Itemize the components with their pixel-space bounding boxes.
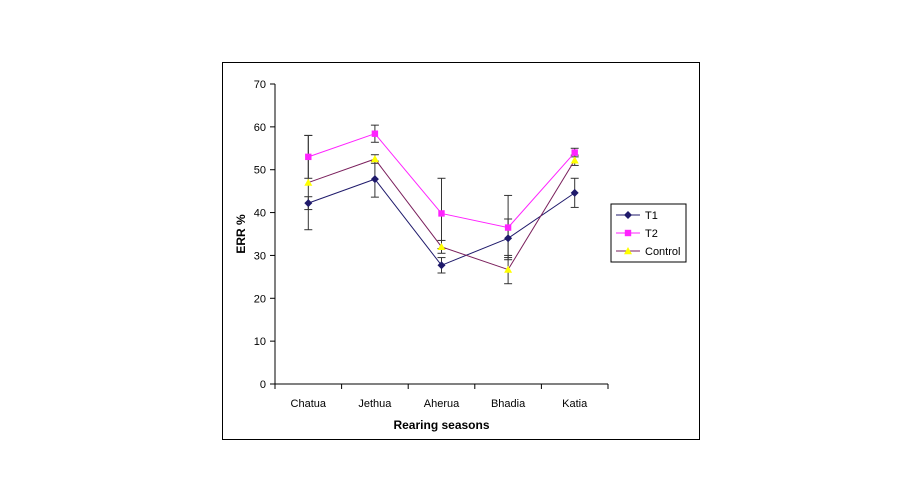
data-point-t1 bbox=[437, 261, 446, 270]
x-tick-label: Aherua bbox=[424, 398, 460, 410]
data-point-control bbox=[304, 178, 313, 186]
y-tick-label: 60 bbox=[254, 122, 266, 134]
data-point-t1 bbox=[370, 175, 379, 184]
legend-label: T1 bbox=[645, 210, 658, 222]
y-tick-label: 70 bbox=[254, 79, 266, 91]
legend-marker bbox=[624, 247, 632, 255]
data-point-t2 bbox=[504, 224, 512, 231]
y-tick-label: 50 bbox=[254, 165, 266, 177]
series-markers bbox=[304, 130, 579, 273]
error-bars bbox=[304, 124, 579, 285]
legend-marker bbox=[624, 229, 632, 237]
data-point-control bbox=[437, 242, 446, 251]
x-tick-label: Chatua bbox=[291, 398, 327, 410]
y-tick-label: 10 bbox=[254, 336, 266, 348]
legend-marker bbox=[624, 211, 632, 219]
legend-label: Control bbox=[645, 246, 680, 258]
legend-label: T2 bbox=[645, 228, 658, 240]
legend: T1 T2 Control bbox=[610, 203, 687, 263]
y-axis-title: ERR % bbox=[234, 214, 248, 254]
x-axis-title: Rearing seasons bbox=[393, 418, 489, 432]
data-point-t2 bbox=[571, 149, 578, 156]
x-axis: Chatua Jethua Aherua Bhadia Katia bbox=[274, 383, 609, 410]
data-point-control bbox=[370, 155, 379, 163]
y-tick-label: 20 bbox=[254, 293, 266, 305]
y-axis: 0 10 20 30 40 50 60 70 bbox=[254, 79, 276, 391]
data-point-t2 bbox=[371, 130, 379, 137]
x-tick-label: Jethua bbox=[358, 398, 392, 410]
data-point-control bbox=[504, 265, 513, 273]
x-tick-label: Bhadia bbox=[491, 398, 526, 410]
data-point-control bbox=[570, 156, 579, 164]
data-point-t2 bbox=[438, 210, 445, 217]
data-point-t2 bbox=[305, 153, 312, 161]
x-tick-label: Katia bbox=[562, 398, 588, 410]
y-tick-label: 30 bbox=[254, 250, 266, 262]
y-tick-label: 40 bbox=[254, 208, 266, 220]
data-point-t1 bbox=[304, 199, 313, 208]
data-point-t1 bbox=[570, 188, 579, 197]
y-tick-label: 0 bbox=[260, 379, 266, 391]
data-point-t1 bbox=[504, 234, 513, 243]
